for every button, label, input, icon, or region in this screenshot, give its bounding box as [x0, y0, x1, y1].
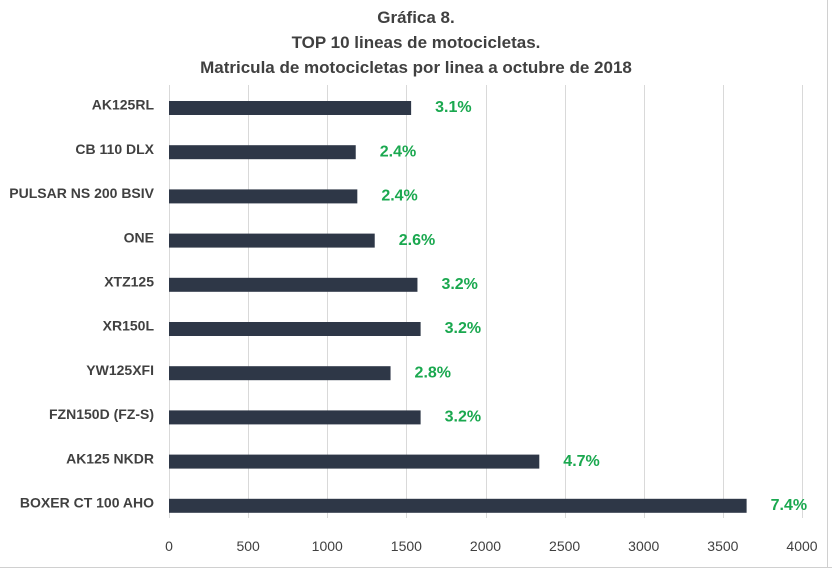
bar: [169, 366, 391, 381]
chart-title-line-2: TOP 10 lineas de motocicletas.: [292, 33, 541, 52]
bar: [169, 498, 747, 513]
data-label: 2.4%: [381, 188, 417, 205]
category-label: PULSAR NS 200 BSIV: [9, 185, 154, 201]
x-tick-label: 1000: [312, 538, 343, 554]
data-label: 3.2%: [441, 276, 477, 293]
bar: [169, 410, 421, 425]
bar: [169, 101, 412, 115]
category-label: BOXER CT 100 AHO: [20, 495, 154, 511]
data-labels: 3.1% 2.4% 2.4% 2.6% 3.2% 3.2% 2.8% 3.2% 4.7% 7.4%: [380, 99, 807, 514]
bar: [169, 454, 540, 469]
x-tick-label: 2000: [470, 538, 501, 554]
bar: [169, 277, 418, 292]
x-tick-label: 1500: [391, 538, 422, 554]
x-tick-label: 0: [165, 538, 173, 554]
category-label: XTZ125: [104, 274, 154, 290]
x-tick-label: 3000: [628, 538, 659, 554]
category-label: YW125XFI: [86, 362, 154, 378]
x-axis-tick-labels: 0 500 1000 1500 2000 2500 3000 3500 4000: [165, 538, 818, 554]
category-labels: AK125RL CB 110 DLX PULSAR NS 200 BSIV ONE XT…: [9, 97, 154, 511]
chart-title-line-1: Gráfica 8.: [377, 8, 455, 27]
data-label: 3.1%: [435, 99, 471, 116]
bar: [169, 322, 421, 336]
x-tick-label: 500: [236, 538, 260, 554]
data-label: 4.7%: [563, 453, 599, 470]
data-label: 2.6%: [399, 232, 435, 249]
chart-title-line-3: Matricula de motocicletas por linea a oc…: [200, 58, 632, 77]
category-label: ONE: [124, 229, 154, 245]
x-tick-label: 4000: [786, 538, 817, 554]
x-tick-label: 3500: [707, 538, 738, 554]
bar: [169, 189, 358, 204]
bar: [169, 233, 375, 248]
category-label: CB 110 DLX: [75, 141, 154, 157]
data-label: 3.2%: [445, 320, 481, 337]
data-label: 7.4%: [771, 497, 807, 514]
data-label: 3.2%: [445, 409, 481, 426]
category-label: AK125 NKDR: [66, 450, 154, 466]
bar: [169, 145, 356, 160]
data-label: 2.8%: [415, 364, 451, 381]
chart-title: Gráfica 8. TOP 10 lineas de motocicletas…: [200, 8, 632, 77]
x-tick-label: 2500: [549, 538, 580, 554]
category-label: FZN150D (FZ-S): [49, 406, 154, 422]
category-label: AK125RL: [92, 97, 155, 113]
bars: [169, 101, 747, 513]
data-label: 2.4%: [380, 143, 416, 160]
category-label: XR150L: [103, 318, 155, 334]
